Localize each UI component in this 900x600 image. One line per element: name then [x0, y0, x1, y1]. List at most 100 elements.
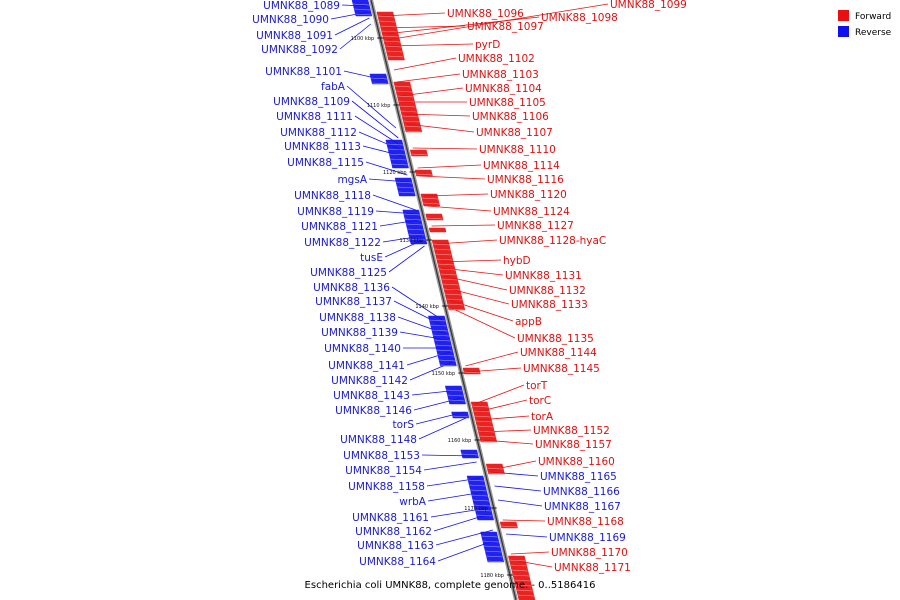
gene-stripe [354, 8, 371, 11]
forward-gene-label-umnk88-1110[interactable]: UMNK88_1110 [479, 144, 556, 156]
forward-gene-block[interactable] [428, 227, 447, 233]
forward-gene-label-umnk88-1098[interactable]: UMNK88_1098 [541, 12, 618, 24]
reverse-gene-label-umnk88-1109[interactable]: UMNK88_1109 [273, 96, 350, 108]
reverse-gene-block[interactable] [460, 449, 480, 459]
reverse-gene-label-umnk88-1091[interactable]: UMNK88_1091 [256, 30, 333, 42]
reverse-gene-label-umnk88-1158[interactable]: UMNK88_1158 [348, 481, 425, 493]
gene-stripe [387, 148, 405, 151]
reverse-gene-label-faba[interactable]: fabA [321, 81, 346, 93]
forward-gene-label-umnk88-1160[interactable]: UMNK88_1160 [538, 456, 615, 468]
reverse-gene-label-wrba[interactable]: wrbA [399, 496, 427, 508]
forward-gene-block[interactable] [431, 239, 466, 311]
reverse-gene-label-umnk88-1143[interactable]: UMNK88_1143 [333, 390, 410, 402]
forward-gene-label-umnk88-1170[interactable]: UMNK88_1170 [551, 547, 628, 559]
forward-gene-label-umnk88-1116[interactable]: UMNK88_1116 [487, 174, 564, 186]
forward-gene-label-umnk88-1099[interactable]: UMNK88_1099 [610, 0, 687, 11]
reverse-gene-label-umnk88-1153[interactable]: UMNK88_1153 [343, 450, 420, 462]
gene-stripe [488, 472, 505, 475]
reverse-gene-label-umnk88-1141[interactable]: UMNK88_1141 [328, 360, 405, 372]
forward-gene-label-umnk88-1097[interactable]: UMNK88_1097 [467, 21, 544, 33]
forward-gene-label-pyrd[interactable]: pyrD [475, 39, 500, 51]
gene-stripe [426, 217, 443, 220]
gene-stripe [469, 484, 486, 487]
reverse-gene-label-umnk88-1166[interactable]: UMNK88_1166 [543, 486, 620, 498]
reverse-gene-label-umnk88-1118[interactable]: UMNK88_1118 [294, 190, 371, 202]
reverse-gene-label-umnk88-1125[interactable]: UMNK88_1125 [310, 267, 387, 279]
forward-gene-label-umnk88-1105[interactable]: UMNK88_1105 [469, 97, 546, 109]
reverse-gene-block[interactable] [351, 0, 373, 17]
forward-gene-label-torc[interactable]: torC [529, 395, 551, 407]
reverse-gene-label-umnk88-1139[interactable]: UMNK88_1139 [321, 327, 398, 339]
reverse-gene-label-umnk88-1089[interactable]: UMNK88_1089 [263, 0, 340, 12]
reverse-gene-label-umnk88-1142[interactable]: UMNK88_1142 [331, 375, 408, 387]
forward-gene-label-umnk88-1128-hyac[interactable]: UMNK88_1128-hyaC [499, 235, 606, 247]
reverse-gene-label-umnk88-1161[interactable]: UMNK88_1161 [352, 512, 429, 524]
forward-gene-label-umnk88-1102[interactable]: UMNK88_1102 [458, 53, 535, 65]
reverse-gene-label-umnk88-1163[interactable]: UMNK88_1163 [357, 540, 434, 552]
reverse-gene-label-umnk88-1136[interactable]: UMNK88_1136 [313, 282, 390, 294]
reverse-gene-block[interactable] [385, 139, 409, 169]
reverse-gene-block[interactable] [402, 209, 428, 245]
forward-gene-block[interactable] [420, 193, 441, 207]
reverse-gene-label-umnk88-1121[interactable]: UMNK88_1121 [301, 221, 378, 233]
forward-gene-label-tort[interactable]: torT [526, 380, 548, 392]
forward-gene-block[interactable] [508, 555, 536, 600]
kbp-tick-label: 1100 kbp [351, 36, 375, 42]
reverse-gene-label-umnk88-1122[interactable]: UMNK88_1122 [304, 237, 381, 249]
forward-gene-label-hybd[interactable]: hybD [503, 255, 531, 267]
reverse-gene-label-umnk88-1112[interactable]: UMNK88_1112 [280, 127, 357, 139]
forward-gene-label-umnk88-1135[interactable]: UMNK88_1135 [517, 333, 594, 345]
reverse-gene-label-umnk88-1164[interactable]: UMNK88_1164 [359, 556, 436, 568]
forward-gene-label-umnk88-1131[interactable]: UMNK88_1131 [505, 270, 582, 282]
reverse-gene-label-umnk88-1111[interactable]: UMNK88_1111 [276, 111, 353, 123]
genome-backbone-core [370, 0, 517, 600]
forward-gene-label-umnk88-1104[interactable]: UMNK88_1104 [465, 83, 542, 95]
forward-gene-label-umnk88-1171[interactable]: UMNK88_1171 [554, 562, 631, 574]
reverse-gene-label-tuse[interactable]: tusE [360, 252, 383, 264]
forward-gene-label-umnk88-1144[interactable]: UMNK88_1144 [520, 347, 597, 359]
reverse-gene-label-mgsa[interactable]: mgsA [337, 174, 367, 186]
forward-gene-label-umnk88-1157[interactable]: UMNK88_1157 [535, 439, 612, 451]
reverse-gene-label-umnk88-1165[interactable]: UMNK88_1165 [540, 471, 617, 483]
reverse-gene-label-tors[interactable]: torS [392, 419, 414, 431]
reverse-gene-label-umnk88-1146[interactable]: UMNK88_1146 [335, 405, 412, 417]
forward-gene-label-tora[interactable]: torA [531, 411, 554, 423]
reverse-gene-label-umnk88-1167[interactable]: UMNK88_1167 [544, 501, 621, 513]
reverse-gene-label-umnk88-1169[interactable]: UMNK88_1169 [549, 532, 626, 544]
forward-gene-label-umnk88-1168[interactable]: UMNK88_1168 [547, 516, 624, 528]
forward-gene-block[interactable] [376, 11, 405, 61]
forward-gene-leader-umnk88-1099 [386, 3, 609, 41]
forward-gene-label-umnk88-1133[interactable]: UMNK88_1133 [511, 299, 588, 311]
forward-gene-label-umnk88-1120[interactable]: UMNK88_1120 [490, 189, 567, 201]
reverse-gene-label-umnk88-1138[interactable]: UMNK88_1138 [319, 312, 396, 324]
reverse-gene-label-umnk88-1154[interactable]: UMNK88_1154 [345, 465, 422, 477]
reverse-gene-block[interactable] [369, 73, 389, 85]
forward-gene-block[interactable] [485, 463, 505, 475]
reverse-gene-label-umnk88-1092[interactable]: UMNK88_1092 [261, 44, 338, 56]
reverse-gene-label-umnk88-1113[interactable]: UMNK88_1113 [284, 141, 361, 153]
reverse-gene-label-umnk88-1148[interactable]: UMNK88_1148 [340, 434, 417, 446]
reverse-gene-label-umnk88-1101[interactable]: UMNK88_1101 [265, 66, 342, 78]
forward-gene-leader-umnk88-1110 [412, 147, 478, 150]
forward-gene-label-umnk88-1132[interactable]: UMNK88_1132 [509, 285, 586, 297]
forward-gene-label-umnk88-1152[interactable]: UMNK88_1152 [533, 425, 610, 437]
forward-gene-label-umnk88-1114[interactable]: UMNK88_1114 [483, 160, 560, 172]
reverse-gene-block[interactable] [466, 475, 494, 521]
forward-gene-label-umnk88-1107[interactable]: UMNK88_1107 [476, 127, 553, 139]
reverse-gene-label-umnk88-1162[interactable]: UMNK88_1162 [355, 526, 432, 538]
forward-gene-label-umnk88-1127[interactable]: UMNK88_1127 [497, 220, 574, 232]
forward-gene-label-appb[interactable]: appB [515, 316, 542, 328]
reverse-gene-block[interactable] [480, 531, 505, 563]
forward-gene-label-umnk88-1103[interactable]: UMNK88_1103 [462, 69, 539, 81]
forward-gene-label-umnk88-1124[interactable]: UMNK88_1124 [493, 206, 570, 218]
reverse-gene-label-umnk88-1119[interactable]: UMNK88_1119 [297, 206, 374, 218]
reverse-gene-label-umnk88-1140[interactable]: UMNK88_1140 [324, 343, 401, 355]
forward-gene-label-umnk88-1096[interactable]: UMNK88_1096 [447, 8, 524, 20]
forward-gene-block[interactable] [393, 81, 423, 133]
reverse-gene-label-umnk88-1115[interactable]: UMNK88_1115 [287, 157, 364, 169]
reverse-gene-label-umnk88-1090[interactable]: UMNK88_1090 [252, 14, 329, 26]
reverse-gene-block[interactable] [428, 315, 457, 367]
reverse-gene-label-umnk88-1137[interactable]: UMNK88_1137 [315, 296, 392, 308]
forward-gene-label-umnk88-1145[interactable]: UMNK88_1145 [523, 363, 600, 375]
forward-gene-label-umnk88-1106[interactable]: UMNK88_1106 [472, 111, 549, 123]
